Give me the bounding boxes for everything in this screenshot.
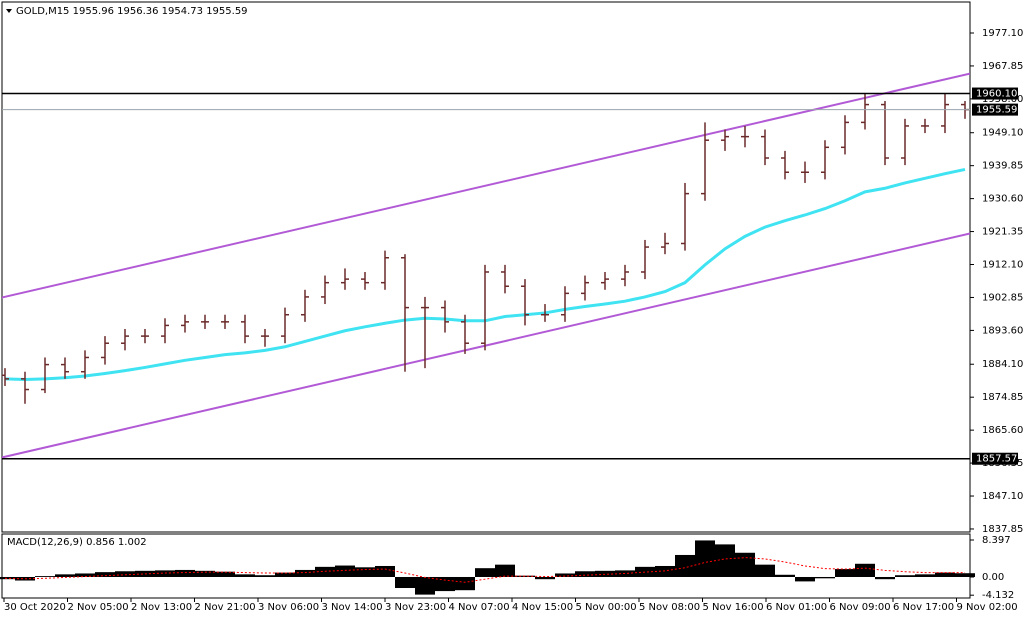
signal-line bbox=[4, 557, 966, 583]
macd-bar bbox=[375, 565, 395, 577]
macd-bar bbox=[935, 572, 955, 577]
macd-bar bbox=[795, 576, 815, 582]
macd-bar bbox=[295, 569, 315, 577]
macd-bar bbox=[155, 570, 175, 577]
x-tick-label: 6 Nov 09:00 bbox=[830, 602, 891, 613]
macd-bar bbox=[215, 571, 235, 577]
y-tick-label: 1930.60 bbox=[982, 194, 1023, 205]
x-tick-label: 3 Nov 14:00 bbox=[322, 602, 383, 613]
y-tick-label: 1902.85 bbox=[982, 292, 1023, 303]
macd-bar bbox=[575, 571, 595, 577]
macd-bar bbox=[275, 572, 295, 577]
x-tick-label: 6 Nov 17:00 bbox=[893, 602, 954, 613]
macd-bar bbox=[495, 564, 515, 577]
macd-bar bbox=[355, 567, 375, 577]
macd-bar bbox=[335, 565, 355, 577]
macd-bar bbox=[695, 540, 715, 577]
y2-tick-label: -4.132 bbox=[982, 590, 1014, 601]
y-tick-label: 1939.85 bbox=[982, 161, 1023, 172]
macd-bar bbox=[655, 565, 675, 577]
x-tick-label: 9 Nov 02:00 bbox=[957, 602, 1018, 613]
macd-bar bbox=[175, 569, 195, 577]
macd-bar bbox=[95, 572, 115, 577]
x-tick-label: 2 Nov 13:00 bbox=[131, 602, 192, 613]
macd-title: MACD(12,26,9) 0.856 1.002 bbox=[7, 537, 147, 548]
macd-bar bbox=[555, 573, 575, 577]
price-label: 1955.59 bbox=[976, 105, 1017, 116]
level-label: 1857.57 bbox=[976, 454, 1017, 465]
macd-bar bbox=[415, 576, 435, 595]
y2-tick-label: 0.00 bbox=[982, 572, 1004, 583]
y-tick-label: 1847.10 bbox=[982, 491, 1023, 502]
macd-bar bbox=[535, 576, 555, 580]
macd-bar bbox=[55, 574, 75, 577]
macd-bar bbox=[895, 575, 915, 577]
macd-bar bbox=[235, 574, 255, 577]
macd-bar bbox=[115, 571, 135, 577]
x-tick-label: 5 Nov 08:00 bbox=[639, 602, 700, 613]
x-tick-label: 2 Nov 05:00 bbox=[68, 602, 129, 613]
macd-bar bbox=[675, 554, 695, 577]
x-tick-label: 6 Nov 01:00 bbox=[766, 602, 827, 613]
macd-bar bbox=[735, 552, 755, 577]
level-label-box bbox=[972, 87, 1018, 100]
x-tick-label: 5 Nov 16:00 bbox=[703, 602, 764, 613]
y-tick-label: 1949.10 bbox=[982, 128, 1023, 139]
y-tick-label: 1921.35 bbox=[982, 227, 1023, 238]
macd-bar bbox=[0, 576, 15, 580]
macd-bar bbox=[315, 566, 335, 577]
macd-bar bbox=[75, 573, 95, 577]
y-tick-label: 1874.85 bbox=[982, 392, 1023, 403]
macd-bar bbox=[855, 563, 875, 577]
macd-panel bbox=[1, 533, 971, 599]
y-tick-label: 1837.85 bbox=[982, 524, 1023, 535]
macd-bar bbox=[955, 573, 975, 577]
level-label: 1960.10 bbox=[976, 89, 1017, 100]
y-tick-label: 1912.10 bbox=[982, 260, 1023, 271]
level-label-box bbox=[972, 452, 1018, 465]
macd-bar bbox=[815, 576, 835, 579]
y-tick-label: 1893.60 bbox=[982, 325, 1023, 336]
macd-bar bbox=[455, 576, 475, 591]
x-tick-label: 4 Nov 15:00 bbox=[512, 602, 573, 613]
x-tick-label: 3 Nov 23:00 bbox=[385, 602, 446, 613]
x-tick-label: 2 Nov 21:00 bbox=[195, 602, 256, 613]
y-tick-label: 1865.60 bbox=[982, 425, 1023, 436]
main-panel bbox=[1, 1, 971, 533]
x-tick-label: 30 Oct 2020 bbox=[4, 602, 66, 613]
macd-bar bbox=[35, 576, 55, 577]
macd-bar bbox=[475, 568, 495, 577]
price-label-box bbox=[972, 103, 1018, 116]
x-tick-label: 3 Nov 06:00 bbox=[258, 602, 319, 613]
channel-line bbox=[2, 72, 970, 299]
macd-bar bbox=[255, 575, 275, 577]
y-tick-label: 1967.85 bbox=[982, 61, 1023, 72]
y-tick-label: 1884.10 bbox=[982, 359, 1023, 370]
chart-title: GOLD,M15 1955.96 1956.36 1954.73 1955.59 bbox=[16, 6, 248, 17]
x-tick-label: 4 Nov 07:00 bbox=[449, 602, 510, 613]
macd-bar bbox=[715, 544, 735, 577]
y2-tick-label: 8.397 bbox=[982, 535, 1011, 546]
macd-bar bbox=[755, 564, 775, 577]
macd-bar bbox=[835, 569, 855, 577]
macd-bar bbox=[875, 576, 895, 580]
x-tick-label: 5 Nov 00:00 bbox=[576, 602, 637, 613]
macd-bar bbox=[395, 576, 415, 589]
menu-arrow bbox=[6, 9, 12, 13]
y-tick-label: 1977.10 bbox=[982, 28, 1023, 39]
macd-bar bbox=[435, 576, 455, 592]
main-plot bbox=[2, 72, 970, 459]
macd-bar bbox=[775, 574, 795, 577]
macd-bar bbox=[915, 574, 935, 577]
macd-bar bbox=[195, 570, 215, 577]
